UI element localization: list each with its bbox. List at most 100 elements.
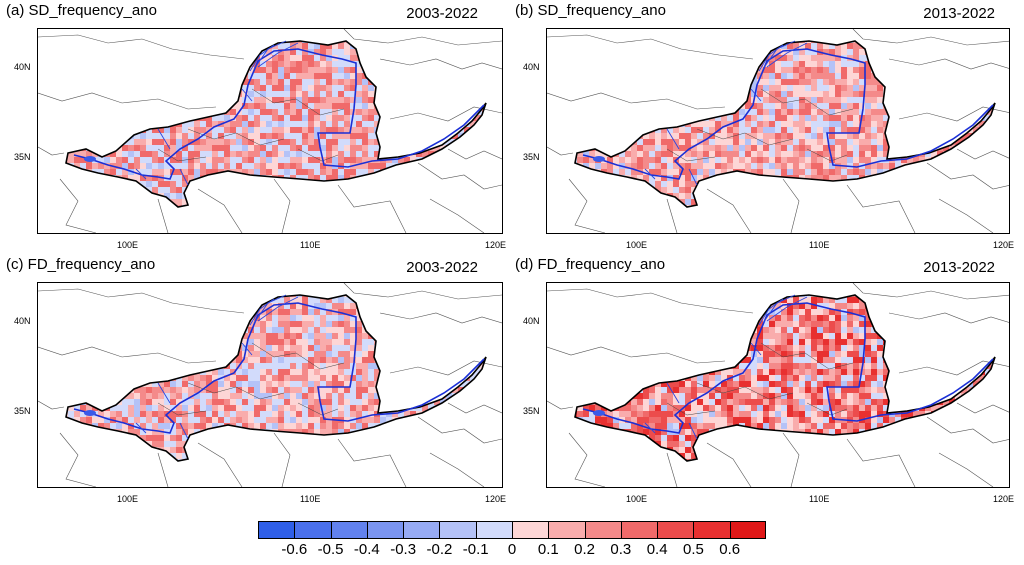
lon-tick-100e: 100E <box>117 240 139 250</box>
province-border <box>157 198 169 233</box>
province-border <box>38 346 217 364</box>
province-border <box>38 288 245 314</box>
tributary <box>179 422 189 440</box>
yellow-river <box>73 302 485 434</box>
province-border <box>547 346 726 364</box>
province-border <box>547 92 726 110</box>
sub-basin-line <box>806 148 848 162</box>
province-border <box>888 312 1009 324</box>
province-border <box>782 432 800 487</box>
lat-tick-40n: 40N <box>523 316 540 326</box>
lon-tick-110e: 110E <box>809 240 830 250</box>
colorbar-label: 0.2 <box>574 541 595 558</box>
map-frame-a <box>37 28 503 234</box>
tributary <box>257 296 299 322</box>
province-border <box>59 432 97 487</box>
tributary <box>666 382 680 404</box>
panel-period: 2013-2022 <box>923 5 995 22</box>
province-border <box>938 452 994 487</box>
tributary <box>135 422 147 434</box>
map-b <box>547 29 1009 233</box>
sub-basin-line <box>760 88 854 116</box>
province-border <box>852 29 1009 46</box>
lake <box>593 410 605 416</box>
colorbar-label: -0.3 <box>390 541 417 558</box>
lon-tick-110e: 110E <box>300 240 321 250</box>
panel-title: (c) FD_frequency_ano <box>6 256 156 273</box>
tributary <box>688 422 698 440</box>
sub-basin-line <box>251 88 345 116</box>
tributary <box>241 342 253 356</box>
sub-basin-line <box>666 148 716 162</box>
tributary <box>241 88 253 102</box>
province-border <box>38 34 245 60</box>
lon-tick-100e: 100E <box>117 494 139 504</box>
tributary <box>257 42 299 68</box>
map-frame-d <box>546 282 1010 488</box>
province-border <box>706 188 752 233</box>
map-a <box>38 29 502 233</box>
colorbar-label: -0.6 <box>281 541 308 558</box>
panel-period: 2003-2022 <box>406 259 478 276</box>
basin-outline <box>65 40 487 208</box>
province-border <box>547 288 754 314</box>
sub-basin-line <box>297 148 339 162</box>
lon-tick-120e: 120E <box>485 240 507 250</box>
colorbar-label: 0.4 <box>646 541 668 558</box>
province-border <box>782 178 800 233</box>
colorbar-box <box>475 521 513 539</box>
province-border <box>59 178 97 233</box>
colorbar-box <box>729 521 767 539</box>
province-border <box>846 184 916 233</box>
tributary <box>750 88 762 102</box>
province-border <box>666 198 678 233</box>
province-border <box>568 178 606 233</box>
lat-tick-40n: 40N <box>14 62 31 72</box>
panel-a: (a) SD_frequency_ano 2003-2022 <box>6 0 478 250</box>
province-border <box>389 360 502 376</box>
panel-title: (d) FD_frequency_ano <box>515 256 666 273</box>
province-border <box>926 416 1009 444</box>
lat-tick-35n: 35N <box>523 152 540 162</box>
panel-title: (a) SD_frequency_ano <box>6 2 157 19</box>
province-border <box>447 148 502 160</box>
lon-tick-110e: 110E <box>809 494 830 504</box>
lat-tick-40n: 40N <box>14 316 31 326</box>
province-border <box>343 283 502 300</box>
lon-tick-100e: 100E <box>626 240 648 250</box>
province-border <box>547 34 754 60</box>
sub-basin-line <box>297 402 339 416</box>
map-c <box>38 283 502 487</box>
yellow-river <box>582 48 994 180</box>
province-border <box>337 438 407 487</box>
province-border <box>547 400 574 410</box>
province-border <box>38 400 65 410</box>
tributary <box>157 382 171 404</box>
tributary <box>644 422 656 434</box>
province-border <box>547 146 574 156</box>
province-border <box>926 162 1009 190</box>
province-border <box>379 312 502 324</box>
province-border <box>197 442 243 487</box>
colorbar-label: -0.1 <box>462 541 489 558</box>
province-border <box>417 162 502 190</box>
tributary <box>135 168 147 180</box>
panel-title: (b) SD_frequency_ano <box>515 2 666 19</box>
sub-basin-line <box>157 148 207 162</box>
tributary <box>766 42 808 68</box>
province-border <box>888 58 1009 70</box>
colorbar-box <box>330 521 368 539</box>
colorbar-box <box>584 521 622 539</box>
colorbar-box <box>657 521 694 539</box>
province-border <box>956 148 1009 160</box>
province-border <box>852 283 1009 300</box>
basin-outline <box>574 294 996 462</box>
province-border <box>938 198 994 233</box>
province-border <box>343 29 502 46</box>
tributary <box>644 168 656 180</box>
sub-basin-line <box>806 402 848 416</box>
province-border <box>417 416 502 444</box>
map-frame-c <box>37 282 503 488</box>
panel-period: 2013-2022 <box>923 259 995 276</box>
province-border <box>706 442 752 487</box>
